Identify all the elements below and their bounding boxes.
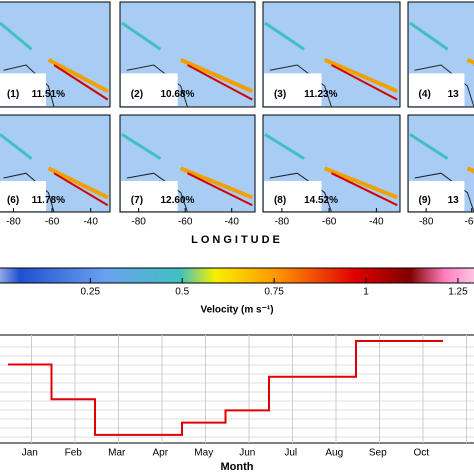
land bbox=[121, 73, 178, 106]
current-streak bbox=[0, 21, 33, 51]
panel-label: (2) bbox=[131, 89, 143, 100]
x-tick-label: May bbox=[194, 448, 213, 459]
x-tick-label: Jan bbox=[22, 448, 38, 459]
panel-percent: 11.23% bbox=[304, 89, 337, 100]
panel-label: (8) bbox=[274, 195, 286, 206]
land bbox=[409, 73, 465, 106]
plot-frame bbox=[0, 334, 474, 444]
current-streak bbox=[0, 133, 33, 160]
land bbox=[264, 73, 322, 106]
current-streak bbox=[121, 21, 162, 51]
x-tick-label: -40 bbox=[224, 217, 239, 228]
current-streak bbox=[331, 172, 398, 207]
panel-label: (7) bbox=[131, 195, 143, 206]
land bbox=[409, 180, 465, 212]
x-axis-label: LONGITUDE bbox=[191, 234, 283, 246]
panel-label: (1) bbox=[7, 89, 19, 100]
colorbar-tick-label: 1 bbox=[363, 287, 369, 298]
land bbox=[0, 73, 47, 106]
current-streak bbox=[53, 64, 109, 101]
colorbar-tick-label: 0.5 bbox=[175, 287, 189, 298]
land bbox=[121, 180, 178, 212]
current-streak bbox=[323, 166, 399, 200]
x-tick-label: -60 bbox=[464, 217, 474, 228]
x-tick-label: -40 bbox=[83, 217, 98, 228]
panel-label: (4) bbox=[419, 89, 431, 100]
x-tick-label: -80 bbox=[419, 217, 434, 228]
current-streak bbox=[121, 133, 162, 160]
colorbar-tick-label: 0.75 bbox=[264, 287, 284, 298]
current-streak bbox=[179, 57, 254, 94]
current-streak bbox=[264, 21, 305, 51]
step-line bbox=[8, 340, 443, 436]
x-tick-label: Apr bbox=[152, 448, 168, 459]
x-tick-label: -80 bbox=[275, 217, 290, 228]
panel-label: (3) bbox=[274, 89, 286, 100]
current-streak bbox=[179, 166, 254, 200]
panel-percent: 11.51% bbox=[32, 89, 65, 100]
x-tick-label: -60 bbox=[45, 217, 60, 228]
panel-percent: 10.68% bbox=[161, 89, 195, 100]
panel-percent: 13 bbox=[448, 89, 460, 100]
panel-percent: 13 bbox=[448, 195, 460, 206]
current-streak bbox=[47, 57, 109, 94]
x-axis-label: Month bbox=[221, 461, 254, 473]
x-tick-label: Aug bbox=[325, 448, 343, 459]
x-tick-label: Sep bbox=[369, 448, 387, 459]
x-tick-label: Jul bbox=[284, 448, 297, 459]
x-tick-label: Mar bbox=[108, 448, 126, 459]
current-streak bbox=[264, 133, 305, 160]
land bbox=[264, 180, 322, 212]
panel-percent: 12.60% bbox=[161, 195, 195, 206]
current-streak bbox=[53, 172, 109, 207]
colorbar-label: Velocity (m s⁻¹) bbox=[200, 305, 273, 316]
map-panels: (1) 11.51% (2) 10.68% (3) 11.23% (4) 13 (6) 11.78… bbox=[0, 1, 474, 228]
current-streak bbox=[47, 166, 109, 200]
panel-percent: 11.78% bbox=[32, 195, 65, 206]
x-tick-label: -40 bbox=[369, 217, 384, 228]
current-streak bbox=[187, 172, 253, 207]
current-streak bbox=[409, 133, 449, 160]
current-streak bbox=[331, 64, 398, 101]
x-tick-label: Feb bbox=[65, 448, 83, 459]
panel-label: (9) bbox=[419, 195, 431, 206]
x-tick-label: -60 bbox=[322, 217, 337, 228]
current-streak bbox=[323, 57, 399, 94]
current-streak bbox=[187, 64, 253, 101]
x-tick-label: Jun bbox=[239, 448, 255, 459]
x-tick-label: -80 bbox=[6, 217, 21, 228]
x-tick-label: -80 bbox=[131, 217, 146, 228]
colorbar-tick-label: 1.25 bbox=[448, 287, 468, 298]
current-streak bbox=[409, 21, 449, 51]
colorbar-tick-label: 0.25 bbox=[81, 287, 101, 298]
x-tick-label: Oct bbox=[413, 448, 429, 459]
land bbox=[0, 180, 47, 212]
panel-label: (6) bbox=[7, 195, 19, 206]
x-tick-label: -60 bbox=[178, 217, 193, 228]
panel-percent: 14.52% bbox=[304, 195, 338, 206]
colorbar bbox=[0, 267, 474, 284]
